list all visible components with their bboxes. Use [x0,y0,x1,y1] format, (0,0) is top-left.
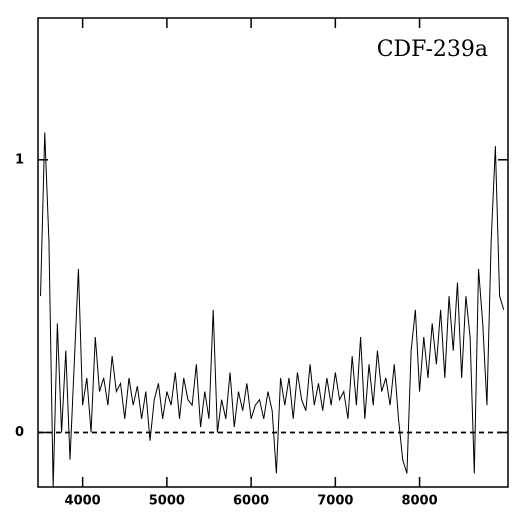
y-tick-label: 1 [15,152,24,167]
x-tick-label: 4000 [65,494,101,509]
x-tick-label: 8000 [401,494,437,509]
x-tick-label: 7000 [317,494,353,509]
spectrum-line [40,132,505,487]
x-tick-label: 5000 [149,494,185,509]
x-tick-label: 6000 [233,494,269,509]
plot-frame [37,17,509,488]
y-tick-label: 0 [15,425,24,440]
annotation: CDF-239a [377,37,488,62]
